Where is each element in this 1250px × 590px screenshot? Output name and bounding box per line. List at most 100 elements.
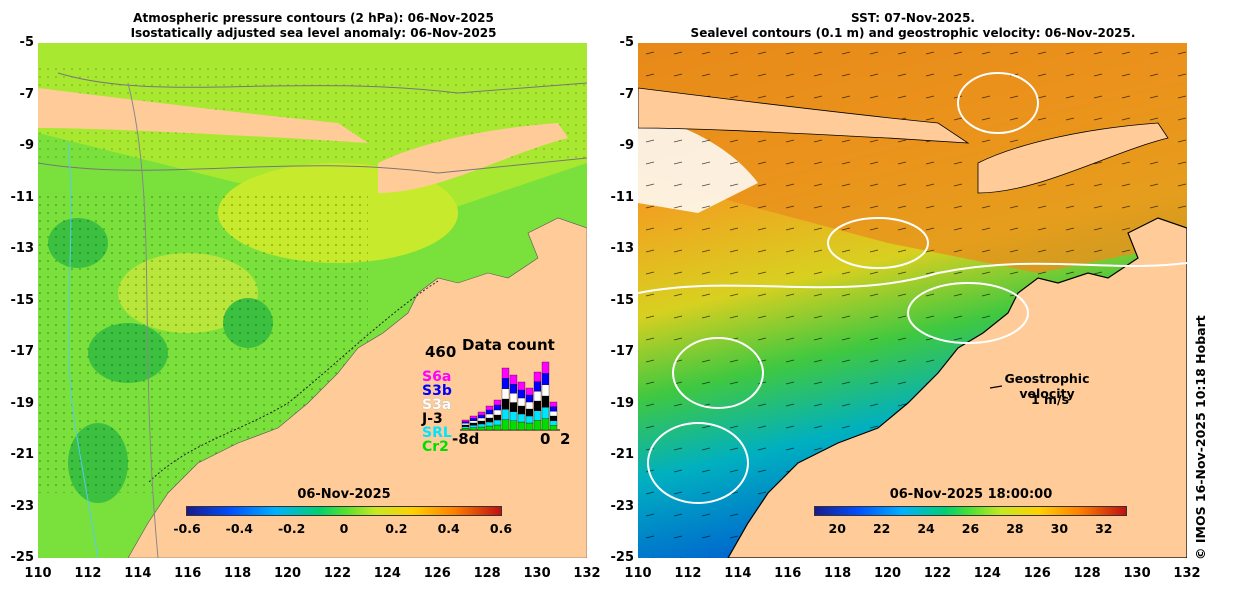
sea-level-anomaly-map-svg	[38, 43, 587, 558]
data-count-axis-zero: 0	[540, 430, 551, 448]
left-title-line1: Atmospheric pressure contours (2 hPa): 0…	[133, 11, 494, 25]
y-tick-label: -19	[610, 395, 635, 411]
y-tick-label: -25	[10, 550, 35, 565]
x-tick-label: 120	[873, 566, 902, 581]
y-tick-label: -23	[10, 498, 35, 514]
colorbar-tick-label: 20	[828, 521, 846, 536]
y-tick-label: -13	[10, 241, 35, 256]
histogram-bar-segment	[517, 389, 526, 399]
colorbar-tick-label: 32	[1095, 521, 1113, 536]
x-tick-label: 122	[923, 566, 952, 581]
sealevel-contour	[827, 217, 929, 269]
x-tick-label: 114	[124, 566, 152, 581]
y-tick-label: -17	[610, 344, 635, 359]
satellite-label: J-3	[422, 411, 443, 427]
histogram-bar-segment	[517, 405, 526, 415]
histogram-bar-segment	[517, 421, 526, 431]
histogram-bar-segment	[493, 424, 502, 431]
histogram-bar-segment	[485, 417, 494, 423]
histogram-bar-segment	[493, 419, 502, 426]
histogram-bar-segment	[469, 420, 478, 424]
histogram-bar-segment	[469, 422, 478, 426]
x-tick-label: 110	[624, 566, 652, 581]
y-tick-label: -7	[19, 86, 34, 102]
x-tick-label: 124	[973, 566, 1001, 581]
y-tick-label: -9	[19, 138, 34, 153]
histogram-bar-segment	[485, 421, 494, 427]
left-title: Atmospheric pressure contours (2 hPa): 0…	[40, 11, 587, 41]
histogram-bar-segment	[509, 374, 518, 385]
histogram-bar-segment	[461, 421, 470, 424]
y-tick-label: -15	[610, 292, 635, 308]
histogram-bar-segment	[533, 371, 542, 382]
x-tick-label: 110	[24, 566, 52, 581]
y-tick-label: -21	[10, 447, 35, 462]
data-count-max: 460	[425, 343, 457, 361]
histogram-bar-segment	[493, 414, 502, 421]
histogram-bar-segment	[517, 381, 526, 391]
histogram-bar-segment	[501, 367, 510, 379]
histogram-bar-segment	[517, 397, 526, 407]
y-tick-label: -7	[619, 86, 634, 102]
right-title: SST: 07-Nov-2025. Sealevel contours (0.1…	[640, 11, 1186, 41]
x-tick-label: 128	[473, 566, 501, 581]
histogram-bar-segment	[525, 401, 534, 410]
histogram-bar-segment	[549, 415, 558, 421]
colorbar-tick-label: -0.2	[277, 521, 306, 536]
satellite-label: S3b	[422, 383, 452, 399]
histogram-bar-segment	[509, 402, 518, 412]
y-tick-label: -11	[610, 189, 635, 205]
pressure-contour	[67, 142, 99, 558]
histogram-bar-segment	[461, 423, 470, 426]
x-tick-label: 120	[273, 566, 302, 581]
sealevel-contours	[638, 72, 1187, 504]
histogram-bar-segment	[549, 401, 558, 407]
histogram-bar-segment	[493, 404, 502, 411]
histogram-bar-segment	[485, 413, 494, 419]
x-tick-label: 118	[824, 566, 852, 581]
histogram-bar-segment	[469, 415, 478, 419]
histogram-bar-segment	[541, 361, 550, 374]
histogram-bar-segment	[549, 420, 558, 426]
colorbar-tick-label: 0.2	[385, 521, 408, 536]
colorbar-tick-label: -0.6	[173, 521, 201, 536]
x-tick-label: 118	[224, 566, 252, 581]
mainland-landmass	[727, 217, 1187, 558]
right-colorbar-date: 06-Nov-2025 18:00:00	[889, 487, 1053, 502]
histogram-bar-segment	[501, 409, 510, 420]
histogram-bar-segment	[461, 424, 470, 427]
histogram-bar-segment	[477, 417, 486, 422]
x-tick-label: 124	[373, 566, 401, 581]
x-tick-label: 122	[323, 566, 352, 581]
histogram-bar-segment	[525, 394, 534, 403]
x-tick-label: 132	[1173, 566, 1201, 581]
sea-level-anomaly-map	[38, 43, 587, 558]
histogram-bar-segment	[541, 418, 550, 431]
right-title-line1: SST: 07-Nov-2025.	[851, 11, 975, 25]
pressure-contour	[127, 82, 159, 558]
satellite-label: S6a	[422, 369, 452, 385]
sealevel-contour	[907, 282, 1029, 344]
left-colorbar-date: 06-Nov-2025	[297, 487, 391, 502]
histogram-bar-segment	[541, 407, 550, 419]
x-tick-label: 126	[423, 566, 451, 581]
y-tick-label: -9	[619, 138, 634, 153]
histogram-bar-segment	[549, 425, 558, 431]
pressure-contour	[38, 157, 587, 174]
y-tick-label: -17	[10, 344, 35, 359]
pressure-contour	[57, 72, 587, 94]
histogram-bar-segment	[501, 398, 510, 410]
colorbar-tick-label: 30	[1050, 521, 1069, 536]
histogram-bar-segment	[533, 400, 542, 411]
data-count-histogram	[460, 361, 560, 431]
histogram-bar-segment	[525, 408, 534, 417]
velocity-scale-arrow	[989, 385, 1003, 389]
y-tick-label: -19	[10, 395, 35, 411]
histogram-bar-segment	[541, 384, 550, 397]
histogram-bar-segment	[485, 409, 494, 415]
histogram-bar-segment	[485, 405, 494, 411]
island-landmass	[638, 87, 970, 144]
histogram-bar-segment	[477, 423, 486, 428]
histogram-bar-segment	[501, 388, 510, 400]
histogram-bar-segment	[461, 419, 470, 422]
